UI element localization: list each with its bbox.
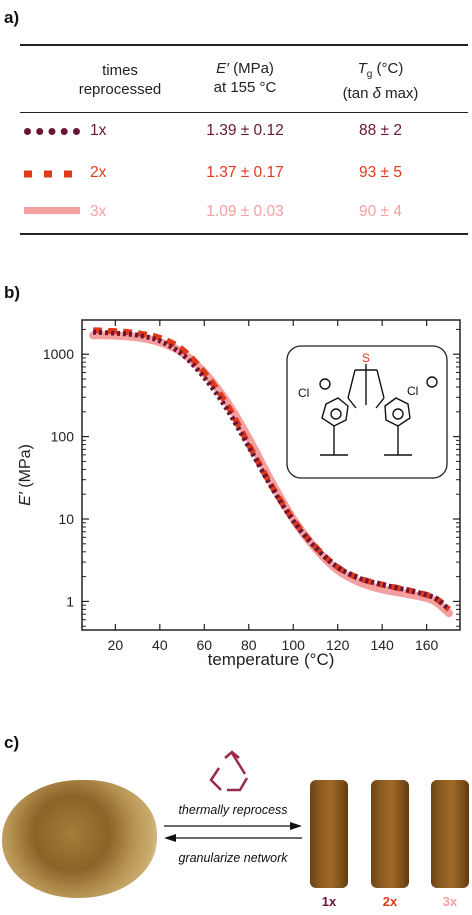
recycle-arrow [230,752,247,775]
header-times-reprocessed: times reprocessed [55,61,185,99]
y-tick-label: 10 [58,511,74,527]
row-2x-label: 2x [90,164,107,181]
modulus-temperature-chart: 20 40 60 80 100 120 140 160 1 10 100 1000 temperatu… [17,319,461,669]
x-axis-title: temperature (°C) [208,650,335,669]
y-tick-label: 1 [66,593,74,609]
sample-label-1x: 1x [321,894,337,909]
row-1x-modulus: 1.39 ± 0.12 [206,122,284,139]
forward-arrowhead [290,822,302,830]
row-2x-line-sample [24,170,80,178]
forward-process-label: thermally reprocess [178,803,288,817]
header-times-line1: times [102,62,138,79]
x-tick-label: 100 [282,637,306,653]
row-2x-tg: 93 ± 5 [359,164,402,181]
molecule-inset-box [286,345,448,479]
sample-bar-1x [310,780,348,888]
bond [376,369,385,399]
granulated-network-image [2,780,157,898]
bond [375,397,385,409]
pyridinium-left-ring [321,397,349,427]
panel-label-a: a) [4,8,20,27]
table-bottom-rule [20,233,468,235]
sample-bar-2x [371,780,409,888]
header-tg-post: max) [380,85,419,102]
recycle-arrow [209,767,222,791]
header-modulus-unit: (MPa) [228,60,274,77]
recycle-arrow [224,750,240,759]
axis-ticks: 20 40 60 80 100 120 140 160 1 10 100 1000 [43,320,460,653]
x-tick-label: 120 [326,637,350,653]
x-tick-label: 40 [152,637,168,653]
y-tick-label: 1000 [43,346,74,362]
x-tick-label: 20 [108,637,124,653]
x-tick-label: 80 [241,637,257,653]
row-1x-line-sample [24,128,80,135]
x-tick-label: 60 [197,637,213,653]
molecule-chloride-left: Cl [298,386,309,400]
header-modulus-var: E′ [216,60,229,77]
header-tg-line2: (tan δ max) [318,84,443,103]
header-modulus-line1: E′ (MPa) [185,59,305,78]
header-tg-sub: g [366,69,373,80]
positive-charge-left [330,408,342,420]
y-axis-var: E′ [17,491,34,506]
row-3x-line-sample [24,207,80,214]
negative-charge-right [426,376,438,388]
sample-label-2x: 2x [382,894,398,909]
reverse-process-label: granularize network [178,851,288,865]
header-modulus: E′ (MPa) at 155 °C [185,59,305,97]
row-3x-label: 3x [90,203,107,220]
header-modulus-line2: at 155 °C [213,79,277,96]
molecule-chloride-right: Cl [407,384,418,398]
reverse-arrowhead [164,834,176,842]
molecule-sulfur: S [362,351,370,365]
negative-charge-left [319,378,331,390]
bond [347,369,356,399]
recycle-icon [209,750,249,792]
molecule-structure [319,364,438,456]
header-tg-unit: (°C) [372,60,404,77]
header-times-line2: reprocessed [78,81,162,98]
panel-label-b: b) [4,283,21,302]
x-tick-label: 160 [415,637,439,653]
x-tick-label: 140 [370,637,394,653]
series-layer [89,327,453,618]
row-3x-modulus: 1.09 ± 0.03 [206,203,284,220]
positive-charge-right [392,408,404,420]
row-2x-modulus: 1.37 ± 0.17 [206,164,284,181]
row-1x-label: 1x [90,122,107,139]
row-1x-tg: 88 ± 2 [359,122,402,139]
plot-frame [81,319,461,631]
table-header-rule [20,112,468,113]
y-axis-title: E′ (MPa) [17,444,34,506]
pyridinium-right-ring [384,397,411,427]
y-tick-label: 100 [51,429,75,445]
y-axis-unit: (MPa) [17,444,34,492]
sample-bar-3x [431,780,469,888]
series-line-1x [93,329,451,612]
molecule-inset: S Cl Cl [286,345,448,479]
header-tg: Tg (°C) (tan δ max) [318,59,443,103]
header-tg-var: T [357,60,367,77]
row-3x-tg: 90 ± 4 [359,203,402,220]
bond [347,397,357,409]
table-top-rule [20,44,468,46]
sample-label-3x: 3x [442,894,458,909]
header-tg-pre: (tan [342,85,373,102]
reversible-arrows [164,822,302,842]
header-tg-line1: Tg (°C) [318,59,443,84]
header-tg-delta: δ [372,85,381,102]
panel-label-c: c) [4,733,20,752]
recycle-arrow [227,777,249,792]
